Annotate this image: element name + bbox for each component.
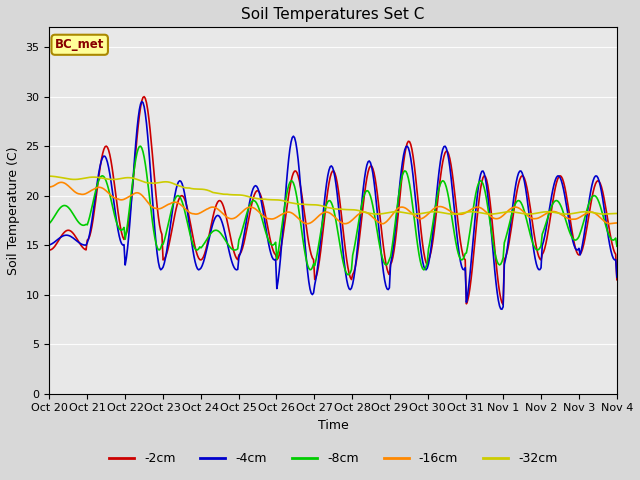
-32cm (374, 211, 381, 217)
-2cm (613, 277, 621, 283)
-8cm (286, 180, 294, 185)
-8cm (613, 243, 621, 249)
-8cm (137, 144, 145, 149)
-8cm (45, 220, 53, 226)
-2cm (223, 218, 231, 224)
-4cm (392, 227, 399, 232)
-32cm (285, 200, 292, 205)
Line: -2cm: -2cm (49, 96, 617, 304)
-4cm (563, 206, 571, 212)
-4cm (286, 146, 294, 152)
-4cm (223, 239, 231, 245)
-32cm (464, 209, 472, 215)
-16cm (613, 220, 621, 226)
-4cm (613, 274, 621, 280)
-2cm (45, 247, 53, 253)
-32cm (562, 211, 570, 217)
-2cm (563, 197, 571, 203)
-8cm (393, 210, 401, 216)
-16cm (58, 180, 65, 185)
-8cm (465, 237, 472, 242)
-16cm (45, 184, 53, 190)
Y-axis label: Soil Temperature (C): Soil Temperature (C) (7, 146, 20, 275)
Line: -4cm: -4cm (49, 102, 617, 309)
-32cm (613, 211, 621, 216)
-16cm (223, 215, 231, 220)
-2cm (286, 185, 294, 191)
-4cm (45, 242, 53, 248)
-32cm (363, 210, 371, 216)
-2cm (364, 169, 372, 175)
Line: -16cm: -16cm (49, 182, 617, 224)
X-axis label: Time: Time (317, 419, 349, 432)
-8cm (563, 222, 571, 228)
-16cm (392, 208, 399, 214)
-16cm (562, 215, 570, 220)
-16cm (364, 210, 372, 216)
Line: -8cm: -8cm (49, 146, 617, 275)
-4cm (364, 159, 372, 165)
-32cm (222, 192, 230, 197)
-4cm (464, 292, 472, 298)
Line: -32cm: -32cm (49, 176, 617, 214)
Legend: -2cm, -4cm, -8cm, -16cm, -32cm: -2cm, -4cm, -8cm, -16cm, -32cm (104, 447, 563, 470)
Text: BC_met: BC_met (55, 38, 104, 51)
-8cm (223, 240, 231, 246)
-8cm (344, 272, 352, 277)
-4cm (138, 99, 146, 105)
-16cm (606, 221, 614, 227)
-2cm (392, 239, 399, 244)
-4cm (498, 306, 506, 312)
-16cm (286, 209, 294, 215)
-2cm (464, 298, 472, 304)
-2cm (499, 301, 507, 307)
-2cm (140, 94, 148, 99)
Title: Soil Temperatures Set C: Soil Temperatures Set C (241, 7, 425, 22)
-8cm (365, 190, 373, 196)
-32cm (392, 209, 399, 215)
-32cm (45, 173, 53, 179)
-16cm (464, 209, 472, 215)
